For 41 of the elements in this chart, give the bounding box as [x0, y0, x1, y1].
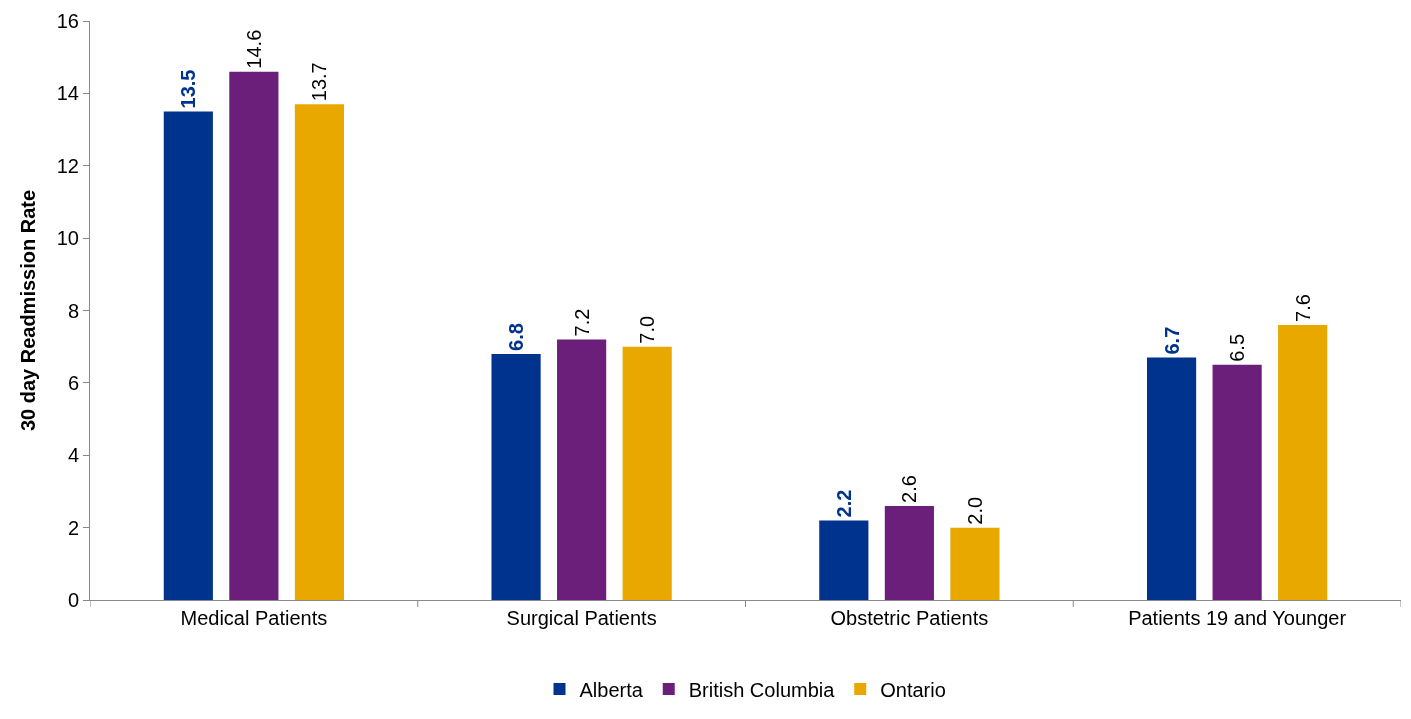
data-label: 14.6	[242, 29, 265, 69]
data-label: 6.7	[1160, 326, 1183, 355]
y-tick-label: 6	[67, 371, 79, 394]
bar	[950, 527, 1000, 600]
bar	[163, 111, 213, 600]
data-label: 13.7	[308, 62, 331, 102]
data-label: 2.0	[963, 496, 986, 525]
x-tick-label: Patients 19 and Younger	[1128, 607, 1347, 629]
y-tick-label: 0	[67, 589, 79, 611]
data-label: 7.2	[570, 308, 593, 337]
y-tick-label: 8	[67, 299, 79, 322]
x-tick-label: Obstetric Patients	[830, 607, 989, 629]
bar	[1212, 364, 1262, 600]
bar	[1146, 357, 1197, 600]
y-tick-label: 12	[56, 154, 79, 177]
y-tick-label: 14	[56, 82, 79, 105]
data-label: 7.0	[636, 315, 659, 344]
data-label: 7.6	[1291, 294, 1314, 322]
legend-label: Ontario	[880, 678, 946, 701]
bar	[819, 520, 869, 600]
y-axis-title: 30 day Readmission Rate	[17, 189, 40, 432]
y-tick-label: 4	[67, 444, 79, 467]
bar	[622, 346, 672, 600]
bar	[491, 353, 541, 600]
bar	[557, 339, 607, 600]
legend-label: British Columbia	[688, 678, 836, 701]
x-tick-label: Medical Patients	[180, 607, 328, 629]
data-label: 2.2	[832, 489, 855, 518]
legend-label: Alberta	[579, 678, 644, 701]
bar	[294, 104, 345, 600]
data-label: 13.5	[177, 69, 200, 109]
bar	[884, 505, 934, 600]
data-label: 6.8	[505, 323, 528, 351]
x-tick-label: Surgical Patients	[506, 607, 657, 629]
y-tick-label: 2	[67, 516, 79, 539]
data-label: 2.6	[898, 475, 921, 503]
y-tick-label: 10	[56, 227, 79, 250]
bar	[229, 71, 279, 600]
data-label: 6.5	[1226, 333, 1249, 362]
bar	[1278, 324, 1328, 600]
y-tick-label: 16	[56, 10, 79, 32]
